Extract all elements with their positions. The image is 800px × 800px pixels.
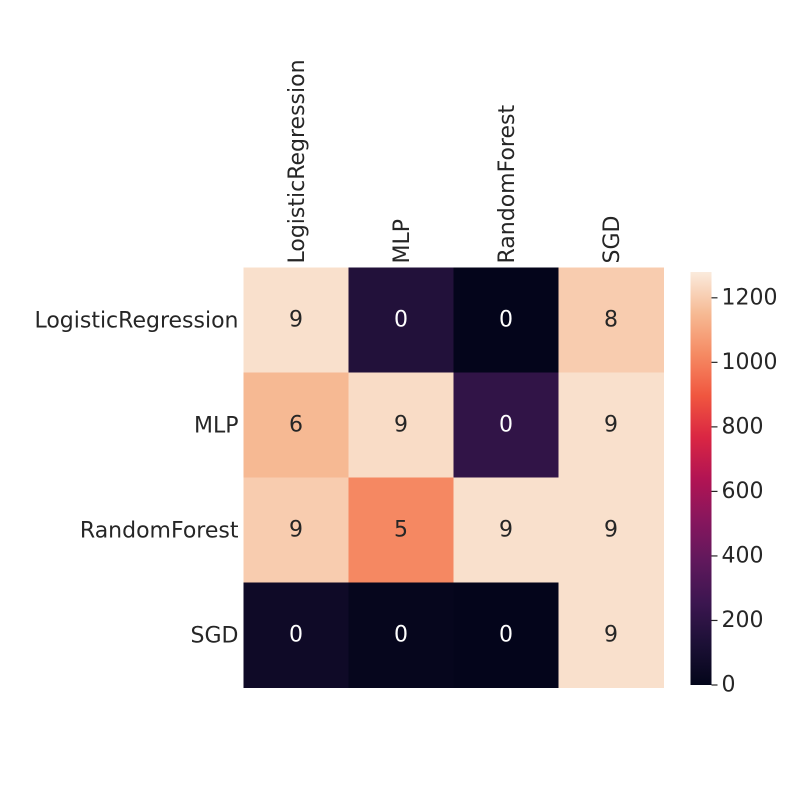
y-tick-label: SGD	[191, 624, 239, 649]
heatmap-cell	[453, 267, 559, 373]
heatmap-cell	[348, 582, 454, 688]
cell-annotation: 0	[499, 413, 513, 438]
colorbar-tick-label: 600	[722, 479, 764, 504]
cell-annotation: 0	[394, 308, 408, 333]
heatmap-cell	[243, 267, 349, 373]
heatmap-cell	[558, 477, 664, 583]
cell-annotation: 6	[289, 413, 303, 438]
y-tick-labels: LogisticRegression MLP RandomForest SGD	[34, 309, 238, 649]
cell-annotation: 9	[604, 518, 618, 543]
heatmap-cell	[453, 477, 559, 583]
colorbar-gradient	[690, 272, 712, 685]
colorbar-tick-label: 800	[722, 414, 764, 439]
x-tick-label: MLP	[390, 219, 415, 264]
heatmap-cell	[453, 582, 559, 688]
x-tick-label: LogisticRegression	[285, 59, 310, 263]
heatmap-cell	[348, 372, 454, 478]
cell-annotation: 9	[604, 623, 618, 648]
cell-annotation: 8	[604, 308, 618, 333]
y-tick-label: LogisticRegression	[34, 309, 238, 334]
cell-annotation: 0	[394, 623, 408, 648]
cell-annotation: 9	[499, 518, 513, 543]
x-tick-label: SGD	[600, 216, 625, 264]
cell-annotation: 9	[604, 413, 618, 438]
heatmap-cell	[558, 372, 664, 478]
y-tick-label: RandomForest	[80, 519, 239, 544]
heatmap-cell	[243, 372, 349, 478]
cell-annotation: 9	[289, 308, 303, 333]
colorbar-tick-label: 1000	[722, 350, 778, 375]
heatmap-cell	[243, 582, 349, 688]
heatmap-cell	[558, 582, 664, 688]
cell-annotation: 9	[394, 413, 408, 438]
colorbar-tick-label: 1200	[722, 285, 778, 310]
heatmap-cell	[348, 477, 454, 583]
x-tick-labels: LogisticRegression MLP RandomForest SGD	[285, 59, 625, 263]
colorbar: 0 200 400 600 800 1000 1200	[690, 272, 778, 698]
heatmap-cell	[453, 372, 559, 478]
heatmap-cell	[243, 477, 349, 583]
heatmap-cells: 9 0 0 8 6 9 0 9 9 5 9 9 0 0 0 9	[243, 267, 664, 688]
heatmap-cell	[558, 267, 664, 373]
heatmap-cell	[348, 267, 454, 373]
cell-annotation: 9	[289, 518, 303, 543]
colorbar-tick-label: 400	[722, 543, 764, 568]
x-tick-label: RandomForest	[495, 105, 520, 264]
y-tick-label: MLP	[194, 414, 239, 439]
cell-annotation: 0	[499, 623, 513, 648]
colorbar-tick-label: 0	[722, 673, 736, 698]
cell-annotation: 0	[289, 623, 303, 648]
colorbar-tick-label: 200	[722, 608, 764, 633]
cell-annotation: 5	[394, 518, 408, 543]
cell-annotation: 0	[499, 308, 513, 333]
